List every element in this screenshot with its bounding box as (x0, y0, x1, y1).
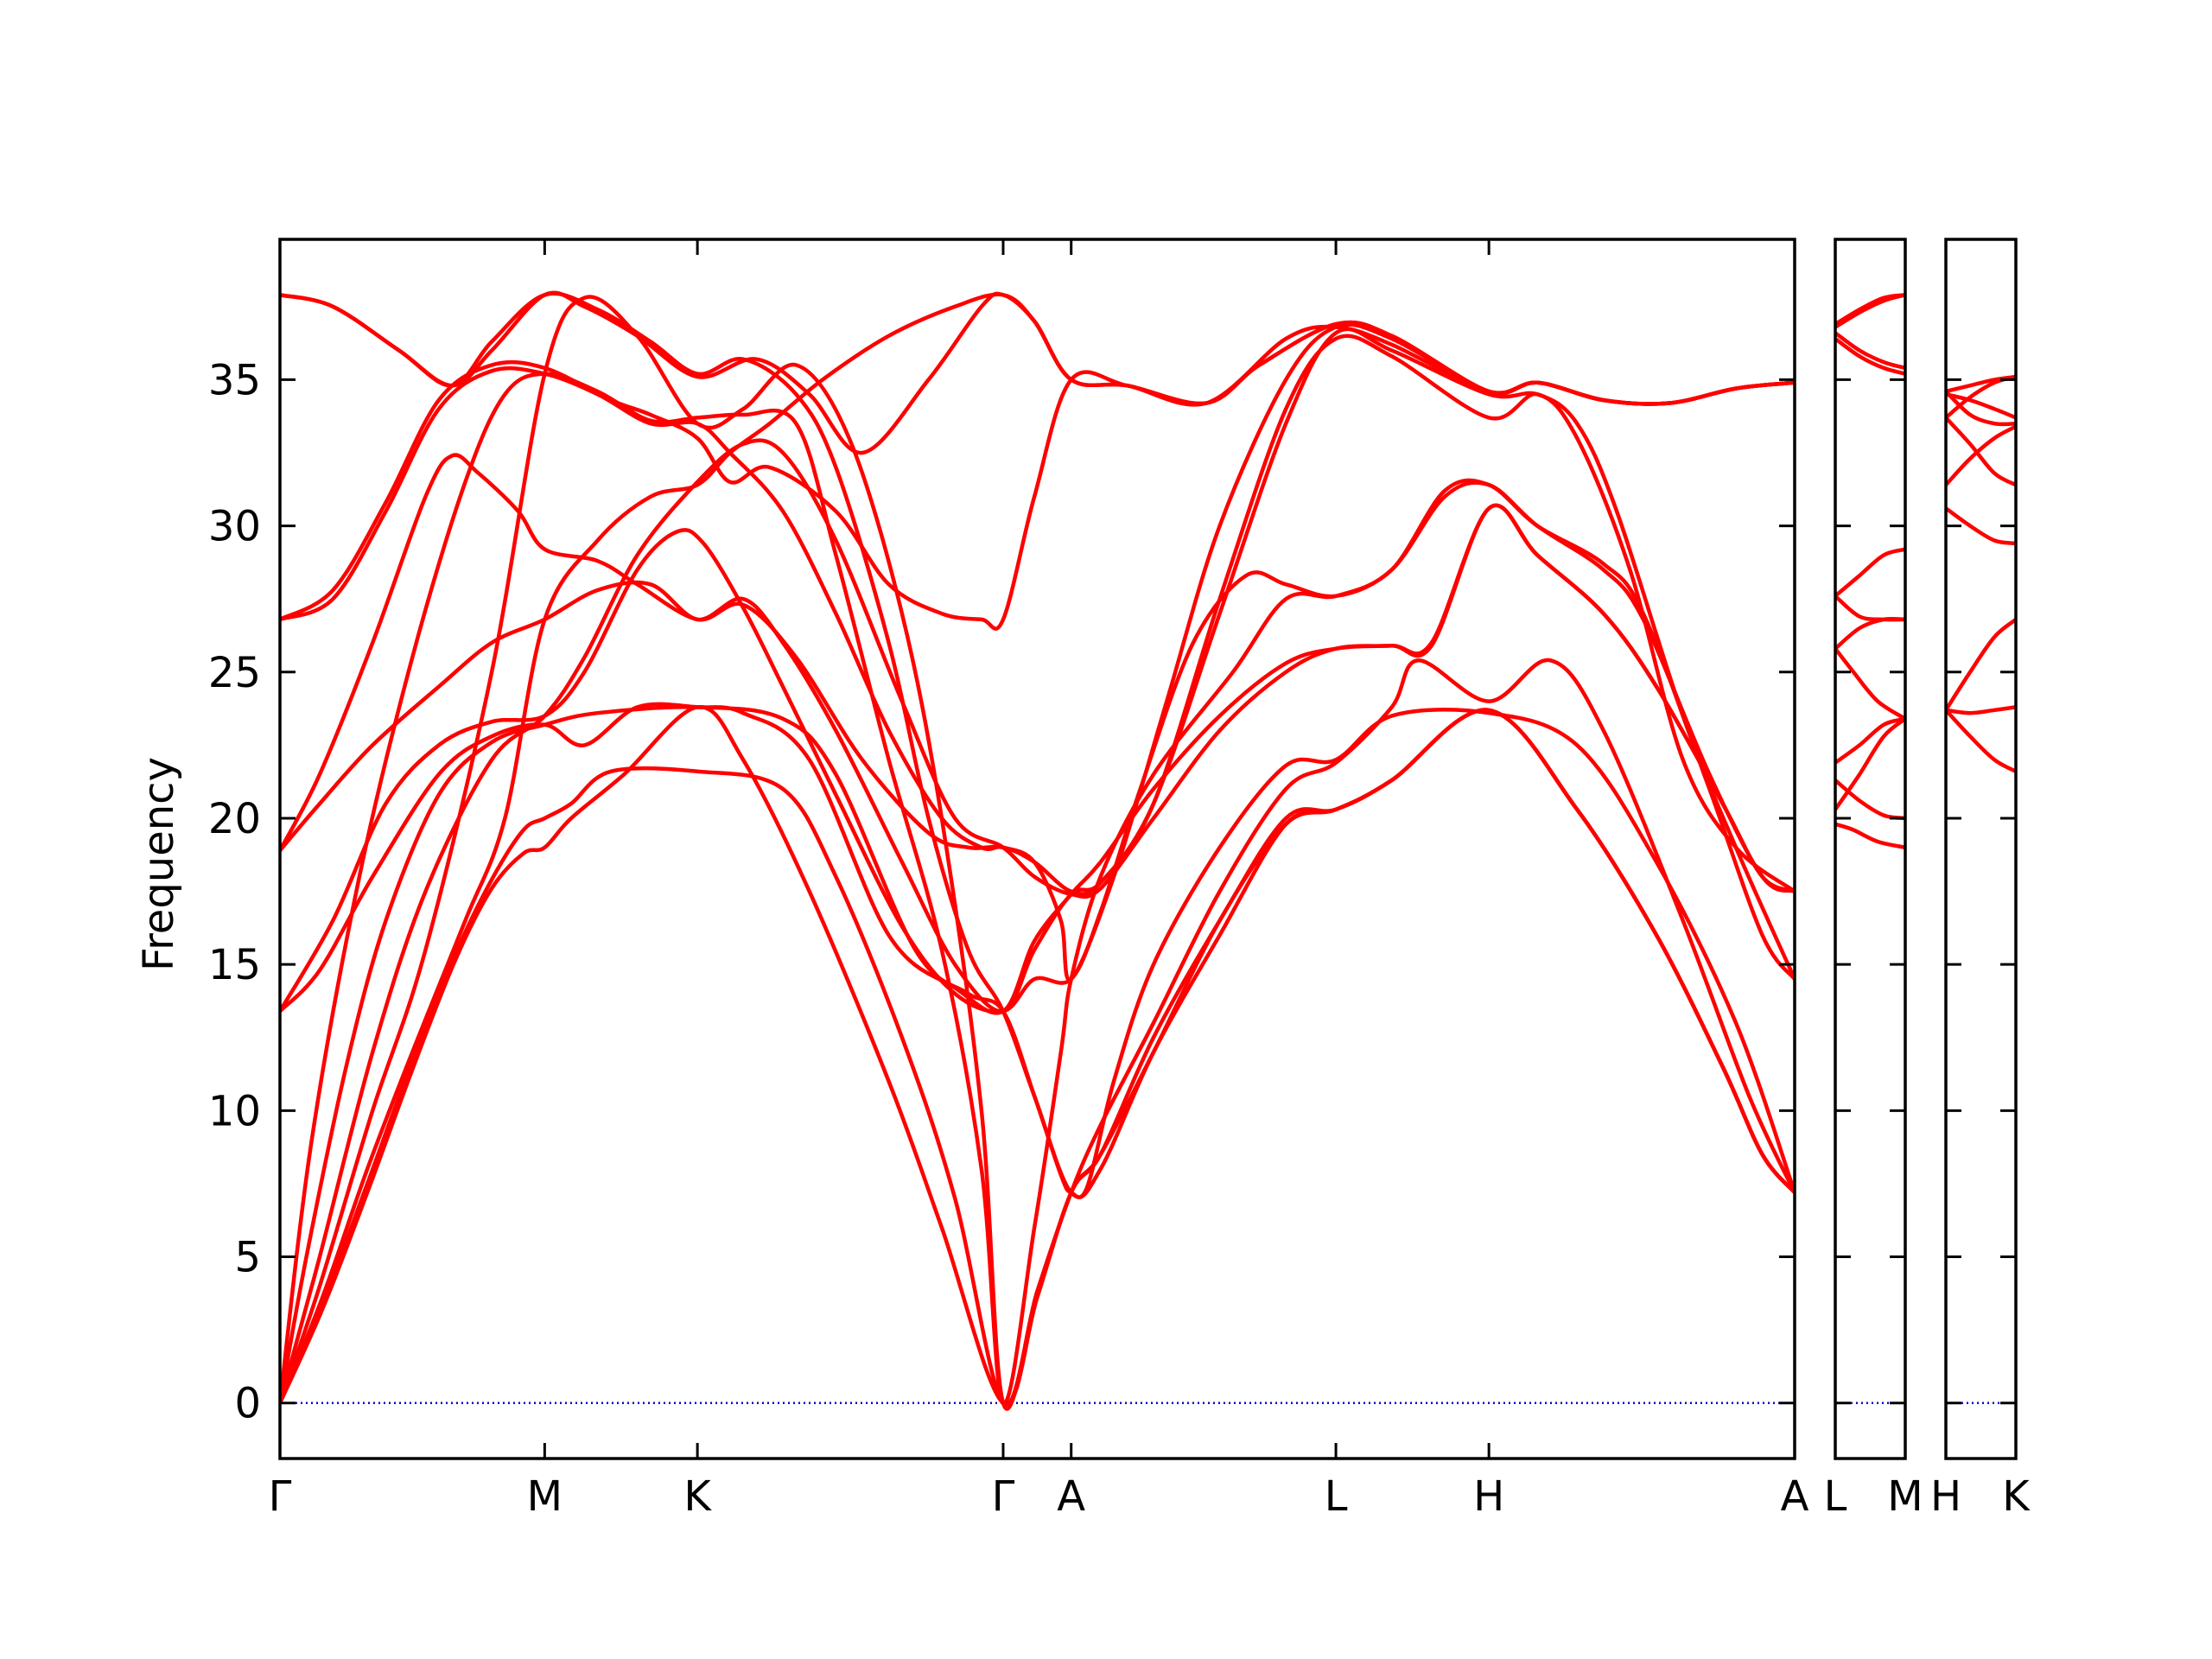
y-tick-label: 25 (208, 649, 261, 697)
band-line (1946, 416, 2016, 487)
x-tick-label: K (2002, 1472, 2031, 1521)
band-line (1835, 716, 1905, 812)
band-line (1835, 331, 1905, 371)
x-tick-label: M (527, 1472, 563, 1521)
y-tick-label: 35 (208, 356, 261, 404)
band-line (1946, 424, 2016, 487)
band-line (1835, 547, 1905, 599)
band-line (1946, 374, 2016, 394)
panel-frame (1944, 238, 2018, 1460)
y-tick-label: 20 (208, 795, 261, 843)
band-line (1835, 716, 1905, 765)
x-tick-label: A (1057, 1472, 1085, 1521)
y-axis-label: Frequency (135, 757, 183, 971)
band-line (1946, 617, 2016, 713)
x-tick-label: L (1824, 1472, 1847, 1521)
band-line (280, 292, 1795, 1405)
y-tick-label: 30 (208, 503, 261, 551)
band-group (1946, 374, 2016, 774)
x-tick-label: H (1473, 1472, 1504, 1521)
band-line (280, 438, 1795, 1405)
band-line (1835, 822, 1905, 850)
band-line (1946, 708, 2016, 774)
band-line (1835, 336, 1905, 376)
x-tick-label: A (1781, 1472, 1809, 1521)
band-line (1835, 293, 1905, 327)
band-group (1835, 293, 1905, 850)
band-line (1835, 594, 1905, 622)
x-tick-label: M (1887, 1472, 1923, 1521)
y-tick-label: 10 (208, 1087, 261, 1135)
band-group (280, 290, 1795, 1411)
x-tick-label: Γ (992, 1472, 1015, 1521)
y-tick-label: 5 (234, 1234, 261, 1282)
band-line (1946, 506, 2016, 546)
y-tick-label: 0 (234, 1380, 261, 1428)
x-tick-label: L (1325, 1472, 1348, 1521)
x-tick-label: Γ (269, 1472, 292, 1521)
band-line (1835, 646, 1905, 721)
band-line (1946, 389, 2016, 427)
x-tick-label: K (683, 1472, 712, 1521)
band-line (1946, 392, 2016, 420)
panel-frame (1834, 238, 1907, 1460)
y-tick-label: 15 (208, 941, 261, 989)
band-line (280, 334, 1795, 1014)
band-line (280, 291, 1795, 1199)
x-tick-label: H (1930, 1472, 1961, 1521)
panel-frame (278, 238, 1796, 1460)
band-line (1946, 705, 2016, 715)
